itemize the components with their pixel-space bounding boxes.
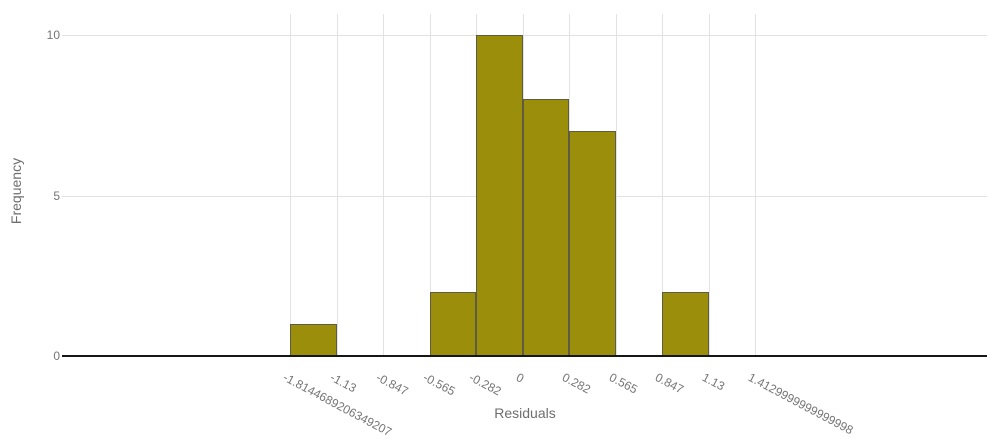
- x-gridline: [429, 14, 431, 356]
- x-tick-label: -0.847: [373, 370, 411, 399]
- y-tick-label: 10: [46, 28, 60, 42]
- x-tick-label: 0.282: [559, 370, 593, 397]
- x-tick-label: 0.847: [652, 370, 686, 397]
- x-tick-label: 1.4129999999999998: [745, 370, 856, 438]
- x-gridline: [336, 14, 338, 356]
- x-gridline: [615, 14, 617, 356]
- x-gridline: [290, 14, 291, 356]
- histogram-bar[interactable]: [290, 323, 337, 356]
- histogram-bar[interactable]: [476, 35, 523, 356]
- histogram-bar[interactable]: [662, 291, 709, 356]
- histogram-bar[interactable]: [522, 99, 569, 356]
- x-gridline: [662, 14, 663, 356]
- x-tick-label: 0.565: [606, 370, 640, 397]
- x-axis-title: Residuals: [494, 405, 556, 421]
- histogram-bar[interactable]: [429, 291, 476, 356]
- x-gridline: [708, 14, 710, 356]
- x-tick-label: -1.13: [327, 370, 359, 396]
- x-gridline: [755, 14, 756, 356]
- y-tick-label: 0: [53, 349, 60, 363]
- x-tick-label: 1.13: [699, 370, 727, 394]
- y-gridline: [62, 35, 987, 36]
- x-tick-label: -0.565: [420, 370, 458, 399]
- x-axis-line: [62, 355, 987, 357]
- y-tick-label: 5: [53, 188, 60, 203]
- x-tick-label: 0: [513, 370, 526, 386]
- x-gridline: [383, 14, 384, 356]
- x-tick-label: -0.282: [466, 370, 504, 399]
- histogram-bar[interactable]: [569, 131, 616, 356]
